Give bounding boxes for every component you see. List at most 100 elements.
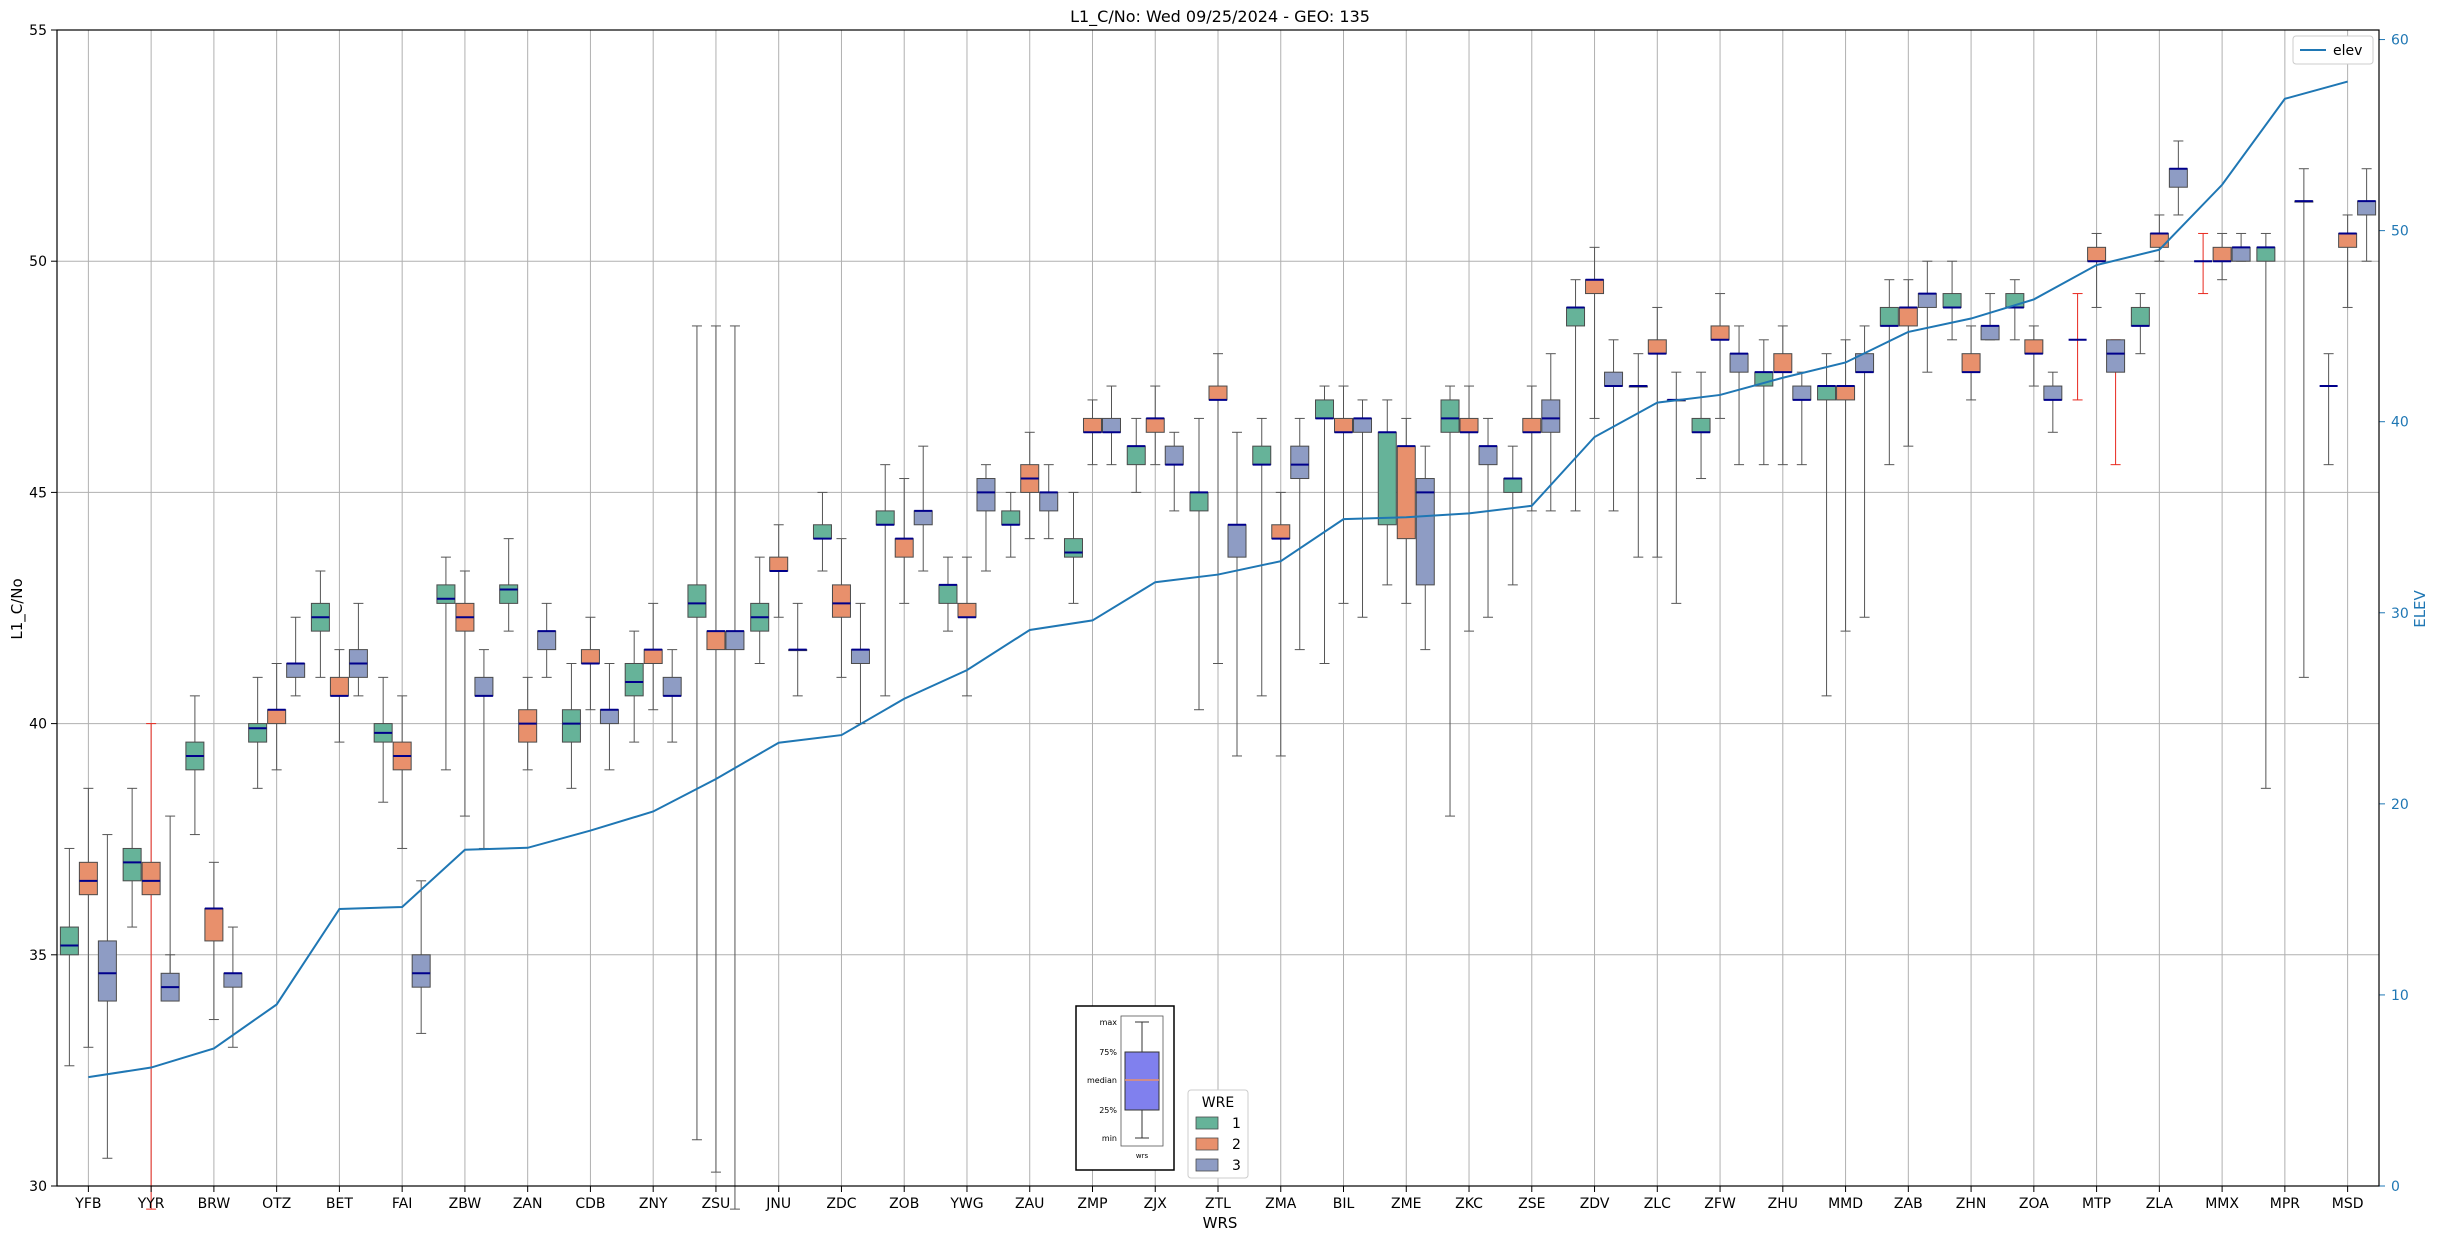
y-tick-label: 40: [29, 717, 47, 733]
box: [643, 649, 663, 664]
box: [141, 861, 161, 896]
box: [2149, 232, 2169, 248]
y2-tick-label: 10: [2391, 988, 2409, 1004]
box-key-inset: max 75% median 25% min wrs: [1075, 1005, 1175, 1171]
x-tick-label: MPR: [2270, 1196, 2301, 1212]
box: [812, 524, 832, 540]
box: [1566, 306, 1586, 327]
x-tick-label: ZME: [1391, 1196, 1422, 1212]
box: [1961, 353, 1981, 373]
box: [1459, 417, 1479, 433]
box: [1792, 385, 1812, 401]
box: [1189, 491, 1209, 512]
x-tick-label: ZAB: [1894, 1196, 1923, 1212]
box: [286, 662, 306, 678]
x-tick-label: BIL: [1333, 1196, 1355, 1212]
y2-tick-label: 50: [2391, 224, 2409, 240]
x-tick-label: ZOB: [889, 1196, 919, 1212]
box: [1101, 417, 1121, 433]
box: [78, 861, 98, 896]
x-tick-label: OTZ: [262, 1196, 291, 1212]
elev-legend: elev: [2292, 35, 2374, 65]
x-tick-label: MMX: [2205, 1196, 2239, 1212]
box: [1396, 445, 1416, 540]
box: [1145, 417, 1165, 433]
box: [97, 940, 117, 1002]
box: [580, 649, 600, 664]
box: [1039, 491, 1059, 512]
y-tick-label: 50: [29, 254, 47, 270]
inset-box: [1124, 1051, 1160, 1111]
x-tick-label: ZDC: [826, 1196, 856, 1212]
x-tick-label: ZMA: [1265, 1196, 1297, 1212]
box: [329, 676, 349, 697]
box: [122, 847, 142, 882]
x-tick-label: ZOA: [2019, 1196, 2049, 1212]
box: [850, 649, 870, 664]
y-axis-label: L1_C/No: [8, 578, 27, 639]
box: [518, 709, 538, 743]
wre-legend: WRE 1 2 3: [1187, 1089, 1249, 1179]
box: [624, 662, 644, 697]
y2-axis-label: ELEV: [2411, 589, 2429, 627]
x-tick-label: BET: [326, 1196, 353, 1212]
legend-label: elev: [2333, 43, 2362, 59]
box: [1478, 445, 1498, 466]
x-tick-label: ZAN: [513, 1196, 543, 1212]
box: [2231, 246, 2251, 262]
x-tick-label: ZTL: [1205, 1196, 1231, 1212]
box: [2106, 339, 2126, 373]
box: [957, 602, 977, 618]
box: [1353, 417, 1373, 433]
y2-tick-label: 20: [2391, 797, 2409, 813]
x-tick-label: MMD: [1828, 1196, 1863, 1212]
box: [938, 584, 958, 604]
box: [1440, 399, 1460, 433]
x-tick-label: ZHU: [1768, 1196, 1798, 1212]
box: [2357, 200, 2377, 216]
chart-title: L1_C/No: Wed 09/25/2024 - GEO: 135: [1070, 7, 1370, 27]
legend-frame: [1187, 1089, 1249, 1179]
y-tick-label: 35: [29, 948, 47, 964]
legend-swatch: [1195, 1137, 1219, 1151]
x-tick-label: JNU: [765, 1196, 791, 1212]
box: [1980, 325, 2000, 341]
x-tick-label: YWG: [949, 1196, 983, 1212]
box: [1585, 279, 1605, 295]
y-tick-label: 45: [29, 485, 47, 501]
box: [1063, 538, 1083, 558]
inset-xlabel: wrs: [1136, 1152, 1149, 1160]
y2-tick-label: 40: [2391, 415, 2409, 431]
box: [769, 556, 789, 572]
box: [1879, 306, 1899, 327]
box: [2212, 246, 2232, 262]
box: [2024, 339, 2044, 355]
x-tick-label: MSD: [2332, 1196, 2364, 1212]
elev-line-layer: [88, 80, 2348, 1079]
y-tick-label: 30: [29, 1179, 47, 1195]
box: [1773, 353, 1793, 373]
box: [662, 676, 682, 697]
x-tick-label: CDB: [575, 1196, 605, 1212]
box: [1082, 417, 1102, 433]
box: [2256, 246, 2276, 262]
box: [2168, 168, 2188, 188]
box: [1836, 385, 1856, 401]
box: [436, 584, 456, 604]
box: [1917, 293, 1937, 308]
box: [1164, 445, 1184, 466]
box: [2043, 385, 2063, 401]
box: [1227, 524, 1247, 558]
box: [561, 709, 581, 743]
box: [1315, 399, 1335, 419]
legend-label: 2: [1232, 1137, 1241, 1153]
legend-swatch: [1195, 1158, 1219, 1172]
inset-key-label: 75%: [1099, 1048, 1117, 1057]
box: [1503, 478, 1523, 493]
y2-tick-label: 0: [2391, 1179, 2400, 1195]
box: [204, 908, 224, 942]
box: [875, 510, 895, 526]
x-tick-label: YFB: [74, 1196, 101, 1212]
box: [1691, 417, 1711, 433]
